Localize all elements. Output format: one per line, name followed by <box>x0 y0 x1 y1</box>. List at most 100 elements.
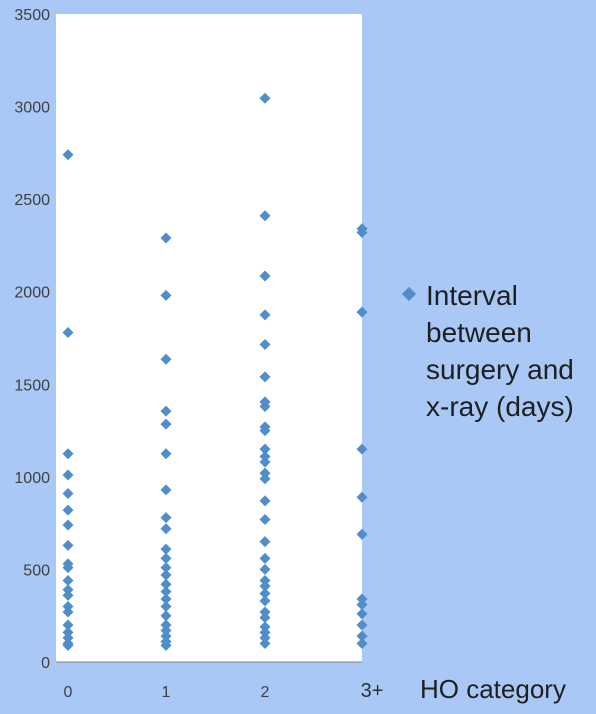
data-point <box>259 612 271 624</box>
data-point <box>259 536 271 548</box>
data-point <box>259 626 271 638</box>
data-point <box>259 495 271 507</box>
data-point <box>259 338 271 350</box>
data-point <box>160 484 172 496</box>
data-point <box>259 580 271 592</box>
data-point <box>160 619 172 631</box>
data-point <box>62 504 74 516</box>
x-axis-title: HO category <box>420 674 566 704</box>
data-point <box>259 563 271 575</box>
data-point <box>259 270 271 282</box>
data-point <box>356 593 368 605</box>
data-point <box>259 606 271 618</box>
data-point <box>160 232 172 244</box>
data-point <box>160 512 172 524</box>
data-point <box>160 593 172 605</box>
data-point <box>259 425 271 437</box>
y-tick-label: 1500 <box>14 377 50 394</box>
legend-label-line: x-ray (days) <box>426 391 574 422</box>
y-tick-label: 2500 <box>14 192 50 209</box>
y-tick-label: 3500 <box>14 7 50 24</box>
data-point <box>259 595 271 607</box>
data-point <box>160 610 172 622</box>
data-point <box>62 149 74 161</box>
y-tick-label: 3000 <box>14 100 50 117</box>
data-points <box>62 92 368 651</box>
x-tick-label: 2 <box>261 684 270 701</box>
data-point <box>259 637 271 649</box>
data-point <box>160 405 172 417</box>
data-point <box>160 639 172 651</box>
data-point <box>356 528 368 540</box>
data-point <box>259 552 271 564</box>
data-point <box>259 92 271 104</box>
data-point <box>160 543 172 555</box>
data-point <box>160 418 172 430</box>
data-point <box>62 539 74 551</box>
data-point <box>62 584 74 596</box>
data-point <box>62 519 74 531</box>
data-point <box>160 578 172 590</box>
plot-area <box>56 14 362 662</box>
data-point <box>356 637 368 649</box>
data-point <box>160 625 172 637</box>
data-point <box>356 491 368 503</box>
data-point <box>160 448 172 460</box>
data-point <box>259 450 271 462</box>
data-point <box>259 443 271 455</box>
data-point <box>259 401 271 413</box>
data-point <box>356 226 368 238</box>
data-point <box>62 606 74 618</box>
data-point <box>259 456 271 468</box>
data-point <box>259 575 271 587</box>
data-point <box>62 469 74 481</box>
y-tick-label: 1000 <box>14 470 50 487</box>
legend-label: Interval between surgery and x-ray (days) <box>426 280 574 422</box>
data-point <box>259 513 271 525</box>
data-point <box>259 621 271 633</box>
data-point <box>356 443 368 455</box>
data-point <box>62 632 74 644</box>
data-point <box>160 289 172 301</box>
data-point <box>160 630 172 642</box>
data-point <box>160 552 172 564</box>
data-point <box>259 371 271 383</box>
data-point <box>259 632 271 644</box>
data-point <box>62 600 74 612</box>
y-axis: 0 500 1000 1500 2000 2500 3000 3500 <box>14 7 50 672</box>
x-tick-label: 3+ <box>361 680 384 702</box>
data-point <box>62 639 74 651</box>
y-tick-label: 2000 <box>14 285 50 302</box>
data-point <box>160 353 172 365</box>
data-point <box>62 326 74 338</box>
x-axis: 0 1 2 3+ <box>64 680 384 702</box>
legend-label-line: surgery and <box>426 354 574 385</box>
data-point <box>356 306 368 318</box>
legend: Interval between surgery and x-ray (days) <box>401 280 574 422</box>
data-point <box>62 448 74 460</box>
y-tick-label: 500 <box>23 562 50 579</box>
data-point <box>259 210 271 222</box>
data-point <box>259 309 271 321</box>
data-point <box>356 630 368 642</box>
data-point <box>160 600 172 612</box>
data-point <box>62 488 74 500</box>
x-tick-label: 0 <box>64 684 73 701</box>
data-point <box>356 619 368 631</box>
data-point <box>62 575 74 587</box>
data-point <box>160 523 172 535</box>
legend-label-line: between <box>426 317 532 348</box>
y-tick-label: 0 <box>41 655 50 672</box>
data-point <box>259 587 271 599</box>
data-point <box>259 473 271 485</box>
legend-label-line: Interval <box>426 280 518 311</box>
legend-marker <box>401 286 417 302</box>
data-point <box>356 608 368 620</box>
data-point <box>160 586 172 598</box>
data-point <box>160 562 172 574</box>
data-point <box>62 619 74 631</box>
data-point <box>259 467 271 479</box>
data-point <box>62 562 74 574</box>
x-tick-label: 1 <box>162 684 171 701</box>
